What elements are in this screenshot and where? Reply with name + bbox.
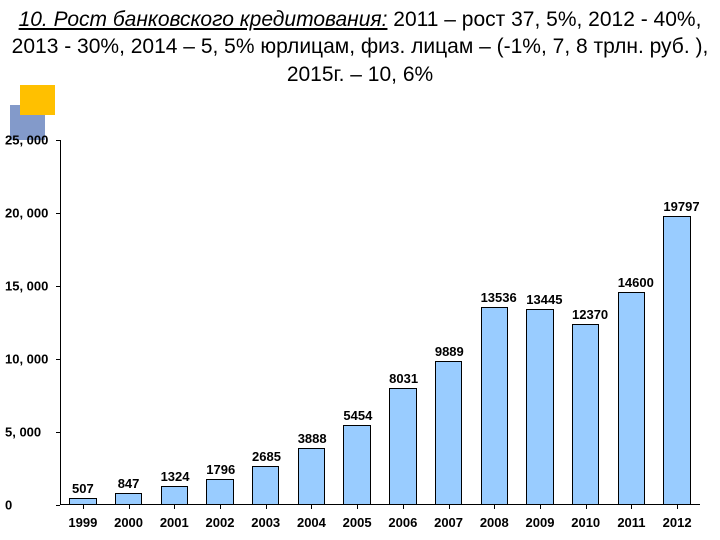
- bar: 9889: [435, 361, 462, 505]
- bar-value-label: 847: [115, 476, 142, 491]
- bar-rect: [69, 498, 96, 505]
- bar-rect: [389, 388, 416, 505]
- y-tick-mark: [56, 286, 60, 287]
- bar-rect: [526, 309, 553, 505]
- x-tick-label: 1999: [68, 515, 97, 530]
- bar-value-label: 13536: [481, 290, 508, 305]
- bar-chart: 507 847 1324 1796 2685 3888 5454 8031 9889 13536 1…: [5, 140, 715, 530]
- x-tick-label: 2008: [480, 515, 509, 530]
- x-tick-mark: [494, 505, 495, 509]
- y-tick-mark: [56, 359, 60, 360]
- bar-value-label: 19797: [663, 199, 690, 214]
- bar: 13445: [526, 309, 553, 505]
- x-tick-mark: [129, 505, 130, 509]
- bar-rect: [343, 425, 370, 505]
- x-tick-mark: [220, 505, 221, 509]
- y-tick-label: 10, 000: [5, 352, 48, 367]
- bar: 507: [69, 498, 96, 505]
- x-tick-label: 2010: [571, 515, 600, 530]
- x-tick-label: 2005: [343, 515, 372, 530]
- y-tick-label: 0: [5, 498, 12, 513]
- bar-value-label: 5454: [343, 408, 370, 423]
- bar-value-label: 507: [69, 481, 96, 496]
- bar-value-label: 12370: [572, 307, 599, 322]
- bar: 13536: [481, 307, 508, 505]
- bar-rect: [161, 486, 188, 505]
- x-tick-mark: [266, 505, 267, 509]
- plot-area: 507 847 1324 1796 2685 3888 5454 8031 9889 13536 1…: [60, 140, 700, 505]
- bar-value-label: 2685: [252, 449, 279, 464]
- bar-value-label: 9889: [435, 344, 462, 359]
- y-axis-line: [60, 140, 61, 505]
- x-tick-label: 2004: [297, 515, 326, 530]
- bar-value-label: 13445: [526, 292, 553, 307]
- title-lead: 10. Рост банковского кредитования:: [19, 8, 388, 31]
- x-tick-label: 2002: [206, 515, 235, 530]
- y-tick-mark: [56, 432, 60, 433]
- bar: 2685: [252, 466, 279, 505]
- bar: 8031: [389, 388, 416, 505]
- x-tick-mark: [586, 505, 587, 509]
- bar: 1796: [206, 479, 233, 505]
- bar-value-label: 8031: [389, 371, 416, 386]
- bar-value-label: 14600: [618, 275, 645, 290]
- x-axis-line: [60, 504, 700, 505]
- x-tick-mark: [677, 505, 678, 509]
- x-tick-label: 2012: [663, 515, 692, 530]
- bar: 847: [115, 493, 142, 505]
- x-tick-mark: [311, 505, 312, 509]
- x-tick-mark: [449, 505, 450, 509]
- bar-rect: [572, 324, 599, 505]
- bar-value-label: 1324: [161, 469, 188, 484]
- y-tick-mark: [56, 140, 60, 141]
- bar: 19797: [663, 216, 690, 505]
- bar-rect: [298, 448, 325, 505]
- bar: 5454: [343, 425, 370, 505]
- y-tick-label: 20, 000: [5, 206, 48, 221]
- bar-value-label: 3888: [298, 431, 325, 446]
- bar-rect: [206, 479, 233, 505]
- bar: 3888: [298, 448, 325, 505]
- bar-rect: [435, 361, 462, 505]
- slide-title: 10. Рост банковского кредитования: 2011 …: [10, 6, 710, 88]
- y-tick-label: 15, 000: [5, 279, 48, 294]
- bar-rect: [663, 216, 690, 505]
- bar-rect: [481, 307, 508, 505]
- bar: 1324: [161, 486, 188, 505]
- x-tick-label: 2009: [526, 515, 555, 530]
- x-tick-label: 2001: [160, 515, 189, 530]
- x-tick-mark: [174, 505, 175, 509]
- x-tick-label: 2011: [617, 515, 645, 530]
- x-tick-label: 2000: [114, 515, 143, 530]
- bar-rect: [252, 466, 279, 505]
- y-tick-label: 25, 000: [5, 133, 48, 148]
- y-tick-mark: [56, 505, 60, 506]
- y-tick-label: 5, 000: [5, 425, 41, 440]
- bar: 14600: [618, 292, 645, 505]
- x-tick-mark: [540, 505, 541, 509]
- x-tick-mark: [83, 505, 84, 509]
- bar-rect: [618, 292, 645, 505]
- x-tick-mark: [631, 505, 632, 509]
- x-tick-mark: [357, 505, 358, 509]
- x-tick-mark: [403, 505, 404, 509]
- x-tick-label: 2003: [251, 515, 280, 530]
- x-tick-label: 2007: [434, 515, 463, 530]
- bar-rect: [115, 493, 142, 505]
- bar: 12370: [572, 324, 599, 505]
- bar-value-label: 1796: [206, 462, 233, 477]
- slide-deco-yellow: [20, 85, 55, 115]
- x-tick-label: 2006: [388, 515, 417, 530]
- y-tick-mark: [56, 213, 60, 214]
